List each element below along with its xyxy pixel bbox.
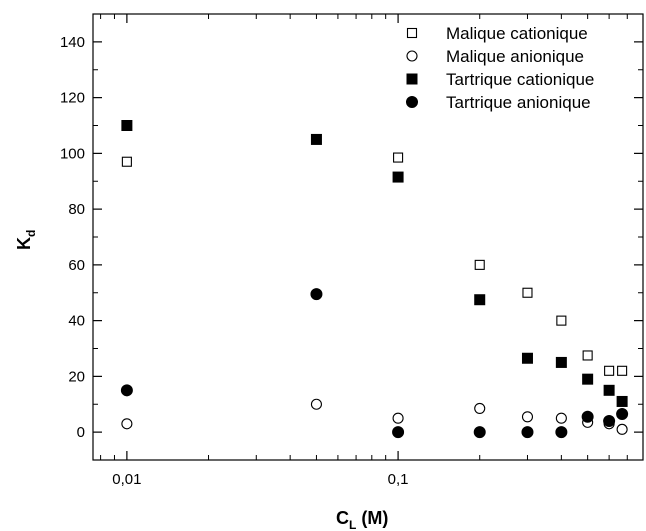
y-tick-label: 0 [77, 424, 85, 441]
data-point [555, 356, 567, 368]
data-point [522, 287, 533, 298]
data-point [582, 350, 593, 361]
x-tick-labels: 0,01 0,1 [112, 471, 408, 488]
x-tick-label: 0,01 [112, 471, 141, 488]
y-axis-title: Kd [14, 230, 38, 250]
data-point [521, 352, 533, 364]
data-point [582, 373, 594, 385]
legend: Malique cationique Malique anionique Tartr… [406, 24, 594, 112]
series-square-open [121, 152, 628, 376]
legend-marker [406, 50, 418, 62]
y-tick-label: 40 [68, 313, 85, 330]
data-point [616, 408, 629, 421]
data-point [310, 288, 323, 301]
data-point [121, 120, 133, 131]
legend-label: Tartrique cationique [446, 70, 594, 89]
series-circle-open [121, 398, 628, 435]
data-markers [120, 120, 629, 439]
y-tick-label: 60 [68, 257, 85, 274]
legend-label: Malique cationique [446, 24, 588, 43]
legend-label: Malique anionique [446, 47, 584, 66]
legend-label: Tartrique anionique [446, 93, 591, 112]
data-point [521, 426, 534, 439]
y-tick-label: 100 [60, 145, 85, 162]
data-point [603, 384, 615, 396]
data-point [617, 365, 628, 376]
data-point [521, 411, 534, 423]
series-square-filled [121, 120, 628, 407]
legend-item: Tartrique anionique [406, 93, 591, 112]
data-point [555, 412, 567, 424]
major-ticks [93, 14, 643, 460]
y-tick-labels: 0 20 40 60 80 100 120 140 [60, 34, 85, 441]
y-tick-label: 120 [60, 90, 85, 107]
legend-marker [406, 27, 418, 39]
minor-ticks [93, 13, 644, 461]
data-point [310, 398, 322, 410]
data-point [603, 414, 616, 427]
data-point [556, 315, 567, 326]
data-point [120, 384, 133, 397]
data-point [121, 156, 132, 167]
data-point [310, 133, 322, 145]
data-point [555, 426, 568, 439]
legend-item: Malique cationique [406, 24, 588, 43]
x-axis-title: CL (M) [336, 508, 388, 531]
legend-item: Malique anionique [406, 47, 584, 66]
data-point [616, 395, 628, 407]
data-point [474, 259, 485, 270]
data-point [393, 152, 404, 163]
y-tick-label: 140 [60, 34, 85, 51]
data-point [474, 294, 486, 306]
data-point [121, 418, 133, 430]
series-circle-filled [120, 288, 629, 439]
data-point [581, 410, 594, 423]
data-point [616, 423, 628, 435]
data-point [473, 426, 486, 439]
legend-marker [406, 96, 418, 108]
x-tick-label: 0,1 [388, 471, 409, 488]
data-point [392, 171, 404, 183]
data-point [604, 365, 615, 376]
legend-item: Tartrique cationique [406, 70, 594, 89]
data-point [474, 402, 486, 414]
legend-marker [406, 73, 418, 85]
y-tick-label: 20 [68, 368, 85, 385]
y-tick-label: 80 [68, 201, 85, 218]
data-point [392, 412, 404, 424]
data-point [392, 426, 405, 439]
